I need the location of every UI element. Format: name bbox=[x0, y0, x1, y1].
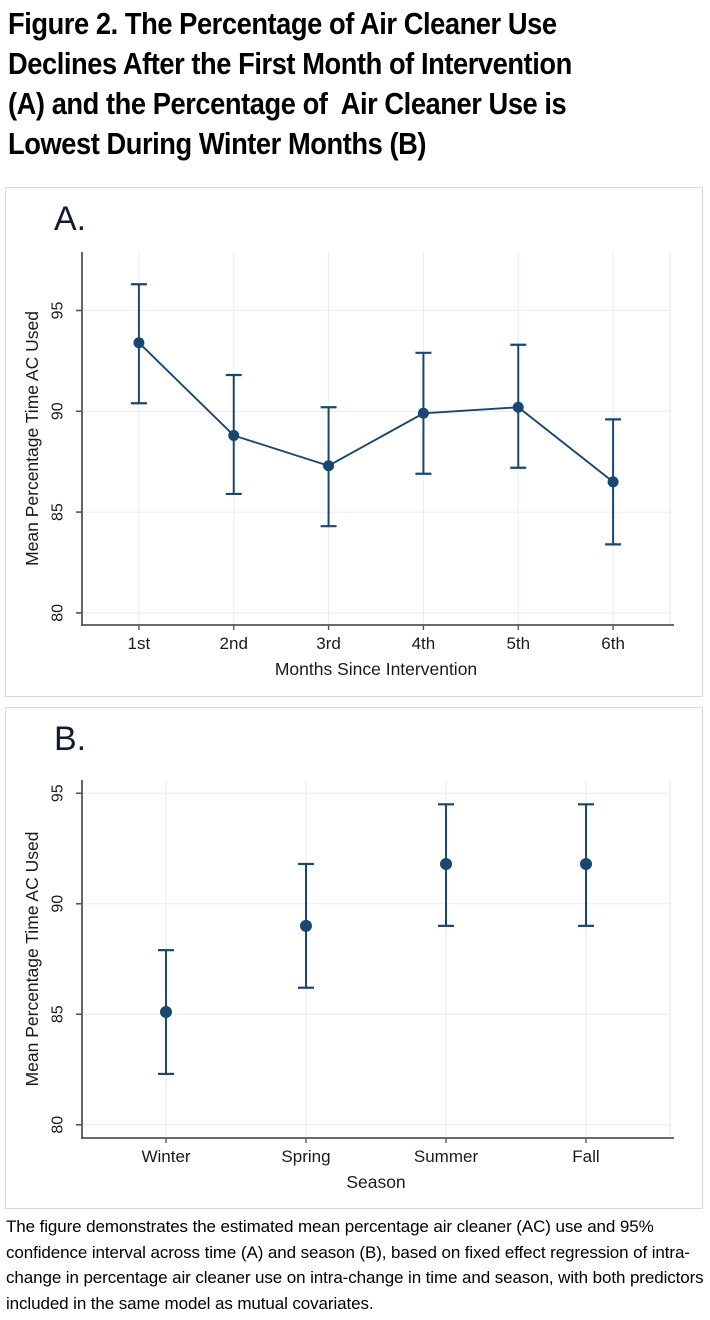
svg-text:Mean Percentage Time AC Used: Mean Percentage Time AC Used bbox=[22, 311, 42, 566]
svg-text:Spring: Spring bbox=[281, 1147, 330, 1166]
panel-a-label: A. bbox=[54, 200, 87, 238]
title-line-1: Figure 2. The Percentage of Air Cleaner … bbox=[8, 6, 557, 41]
title-line-2: Declines After the First Month of Interv… bbox=[8, 46, 572, 81]
panel-b: B. 80 85 90 95 Winter Spring Summer Fall Season M… bbox=[5, 707, 703, 1209]
svg-text:80: 80 bbox=[50, 1116, 67, 1134]
title-line-4: Lowest During Winter Months (B) bbox=[8, 126, 427, 161]
svg-text:Season: Season bbox=[346, 1172, 405, 1192]
figure-caption: The figure demonstrates the estimated me… bbox=[6, 1217, 704, 1313]
svg-text:95: 95 bbox=[50, 784, 67, 802]
svg-text:90: 90 bbox=[50, 895, 67, 913]
svg-text:1st: 1st bbox=[128, 634, 151, 653]
panel-a: A. 80 85 90 95 1st 2nd 3rd 4th 5th 6th Months Sinc… bbox=[5, 187, 703, 697]
svg-text:5th: 5th bbox=[506, 634, 530, 653]
svg-text:Summer: Summer bbox=[414, 1147, 479, 1166]
svg-text:Mean Percentage Time AC Used: Mean Percentage Time AC Used bbox=[22, 832, 42, 1087]
svg-text:4th: 4th bbox=[412, 634, 436, 653]
svg-text:90: 90 bbox=[50, 402, 67, 420]
svg-text:95: 95 bbox=[50, 301, 67, 319]
svg-text:85: 85 bbox=[50, 1005, 67, 1023]
svg-text:80: 80 bbox=[50, 604, 67, 622]
svg-text:85: 85 bbox=[50, 503, 67, 521]
svg-text:2nd: 2nd bbox=[220, 634, 248, 653]
svg-text:6th: 6th bbox=[601, 634, 625, 653]
panel-a-plot: 80 85 90 95 1st 2nd 3rd 4th 5th 6th Months Since I… bbox=[22, 252, 674, 679]
svg-text:Fall: Fall bbox=[572, 1147, 599, 1166]
svg-text:3rd: 3rd bbox=[316, 634, 341, 653]
figure-title: Figure 2. The Percentage of Air Cleaner … bbox=[8, 4, 710, 164]
panel-b-plot: 80 85 90 95 Winter Spring Summer Fall Season Mean… bbox=[22, 780, 674, 1192]
svg-text:Winter: Winter bbox=[141, 1147, 190, 1166]
panel-b-label: B. bbox=[54, 720, 87, 758]
svg-text:Months Since Intervention: Months Since Intervention bbox=[275, 659, 477, 679]
title-line-3: (A) and the Percentage of Air Cleaner Us… bbox=[8, 86, 567, 121]
